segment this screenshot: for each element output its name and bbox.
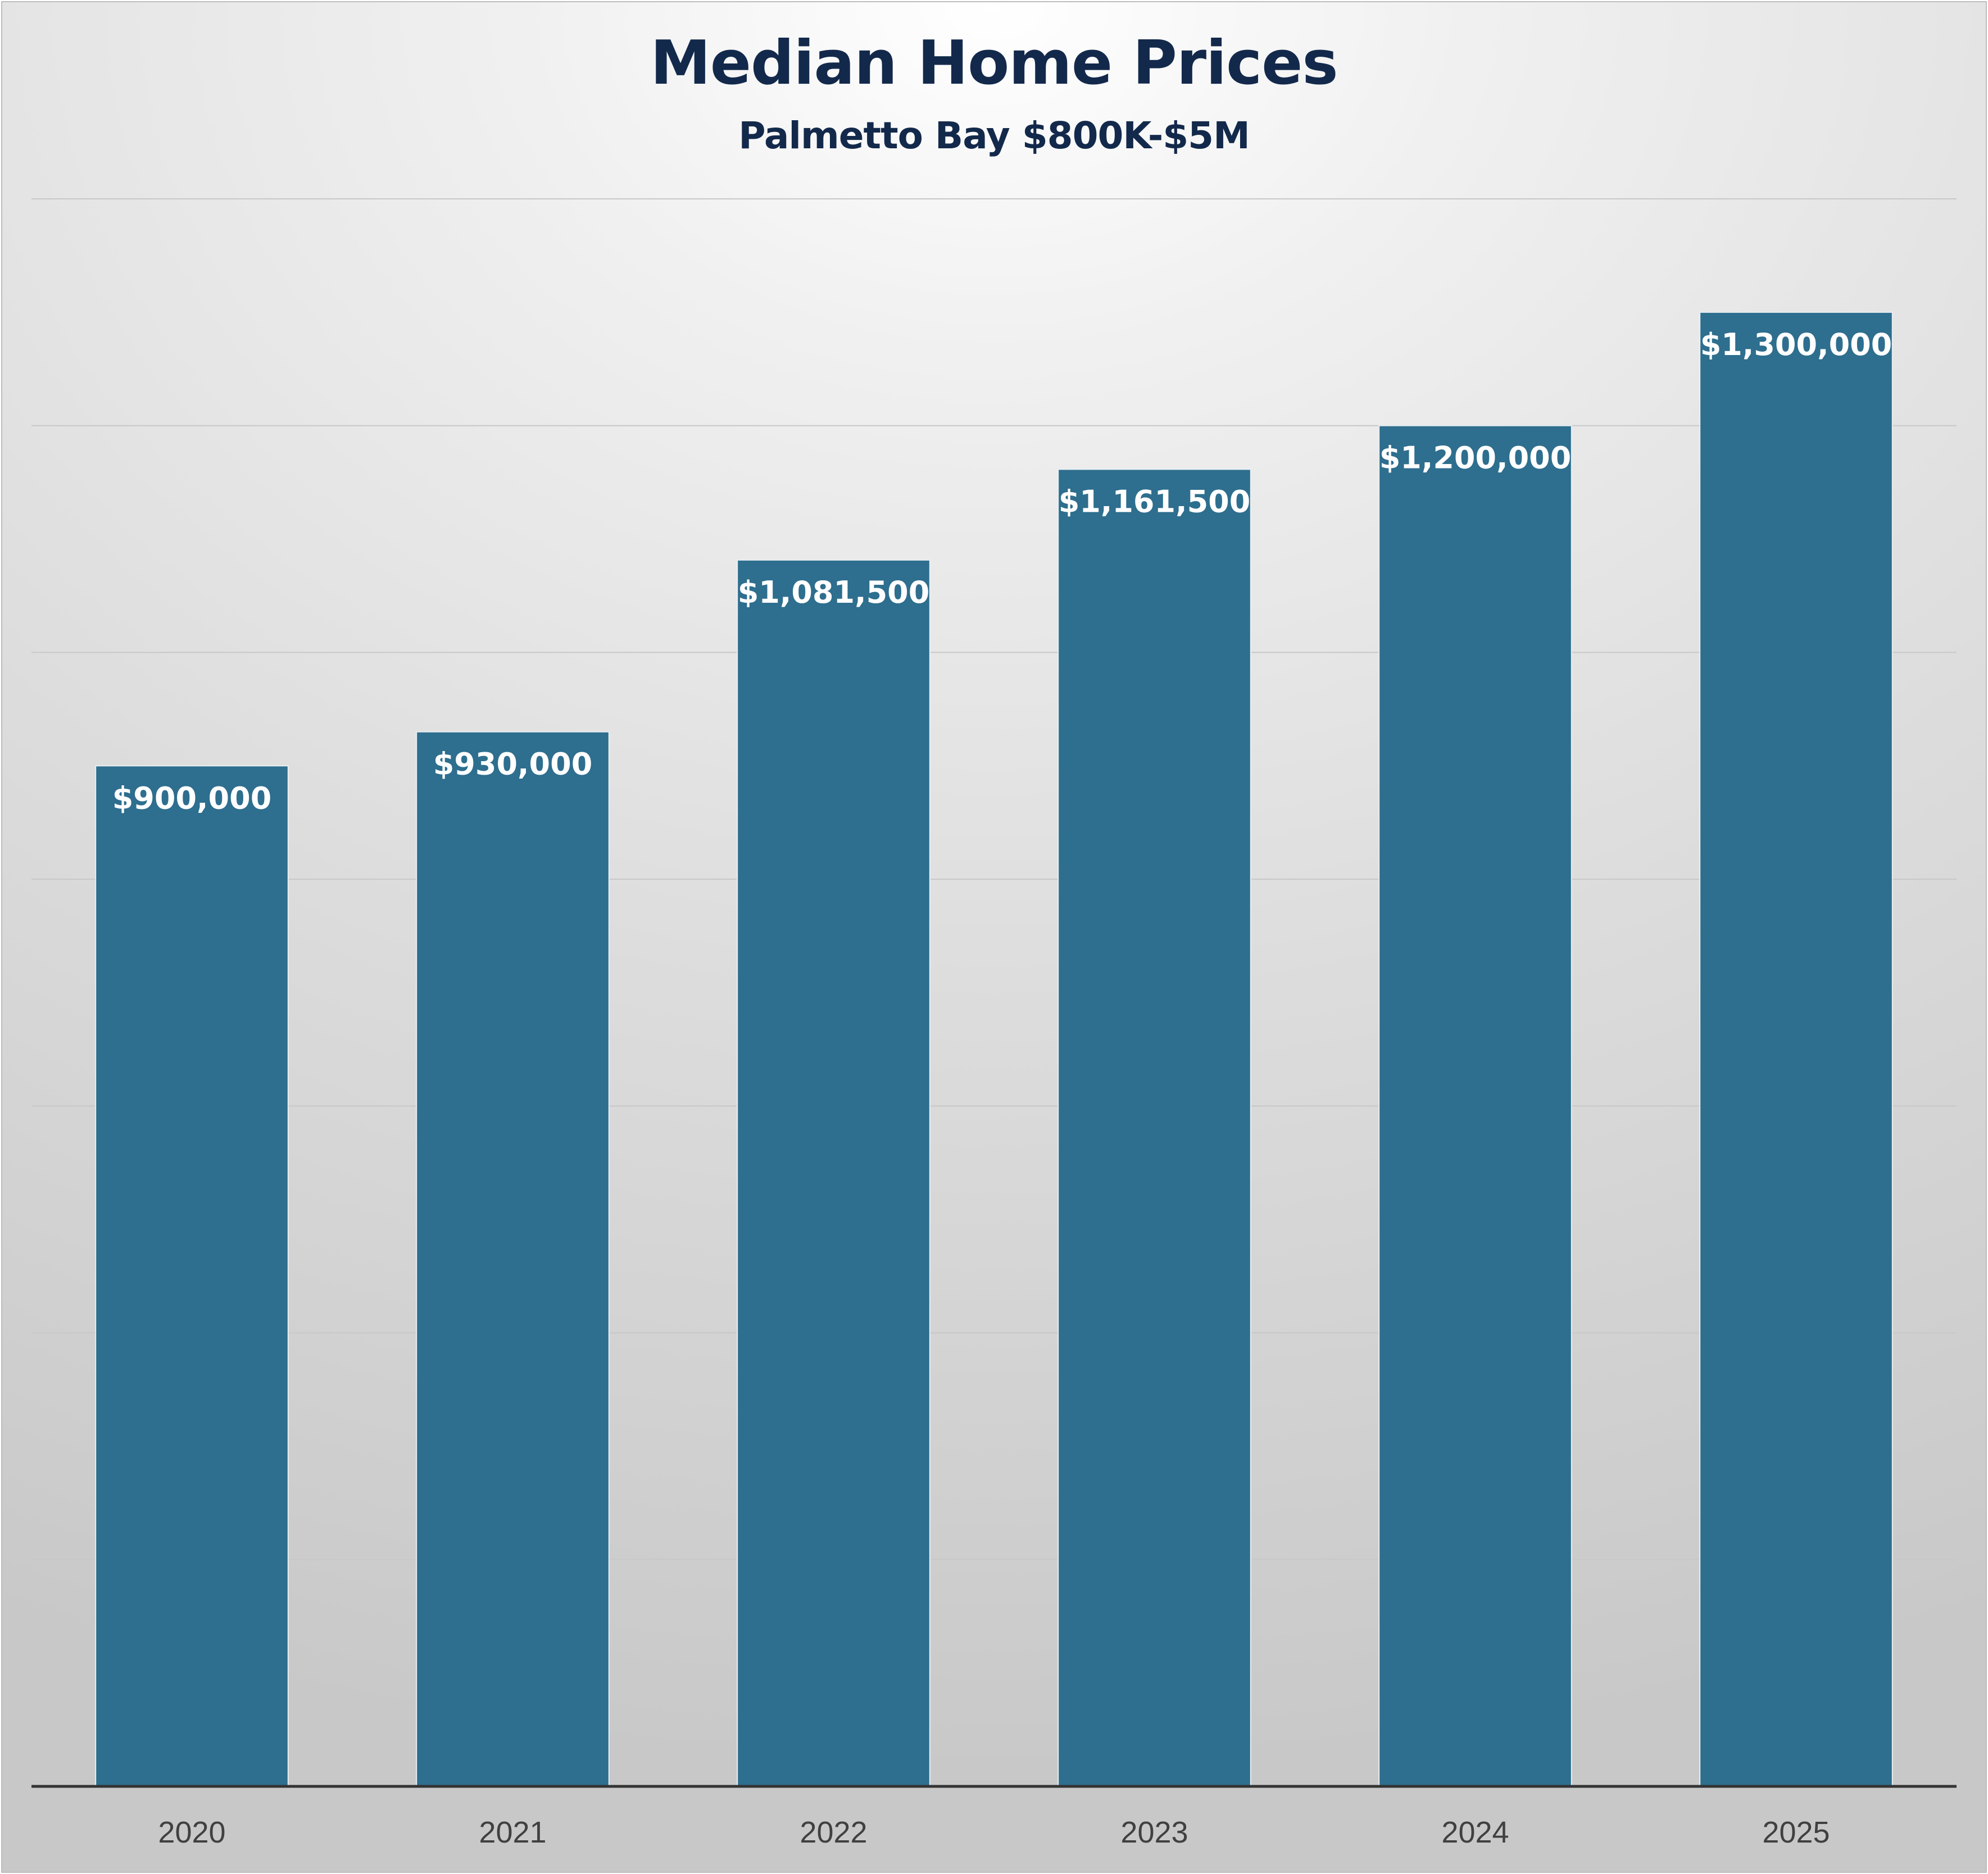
bar-2022	[737, 559, 931, 1787]
data-label-2022: $1,081,500	[738, 575, 930, 610]
x-tick-label-2024: 2024	[1441, 1816, 1509, 1849]
bar-2021	[416, 731, 610, 1787]
bar-2024	[1378, 425, 1572, 1787]
x-tick-label-2022: 2022	[800, 1816, 867, 1849]
data-label-2021: $930,000	[433, 747, 593, 782]
bar-2023	[1057, 468, 1251, 1787]
data-label-2025: $1,300,000	[1700, 327, 1892, 362]
data-label-2020: $900,000	[112, 780, 272, 816]
chart-subtitle: Palmetto Bay $800K-$5M	[738, 114, 1250, 157]
chart-title: Median Home Prices	[650, 28, 1338, 98]
x-tick-label-2020: 2020	[158, 1816, 225, 1849]
bar-2020	[95, 765, 289, 1787]
data-label-2024: $1,200,000	[1379, 440, 1572, 476]
x-tick-label-2023: 2023	[1120, 1816, 1188, 1849]
x-tick-label-2021: 2021	[479, 1816, 546, 1849]
data-label-2023: $1,161,500	[1059, 484, 1251, 519]
bar-2025	[1699, 311, 1893, 1787]
x-tick-label-2025: 2025	[1762, 1816, 1830, 1849]
